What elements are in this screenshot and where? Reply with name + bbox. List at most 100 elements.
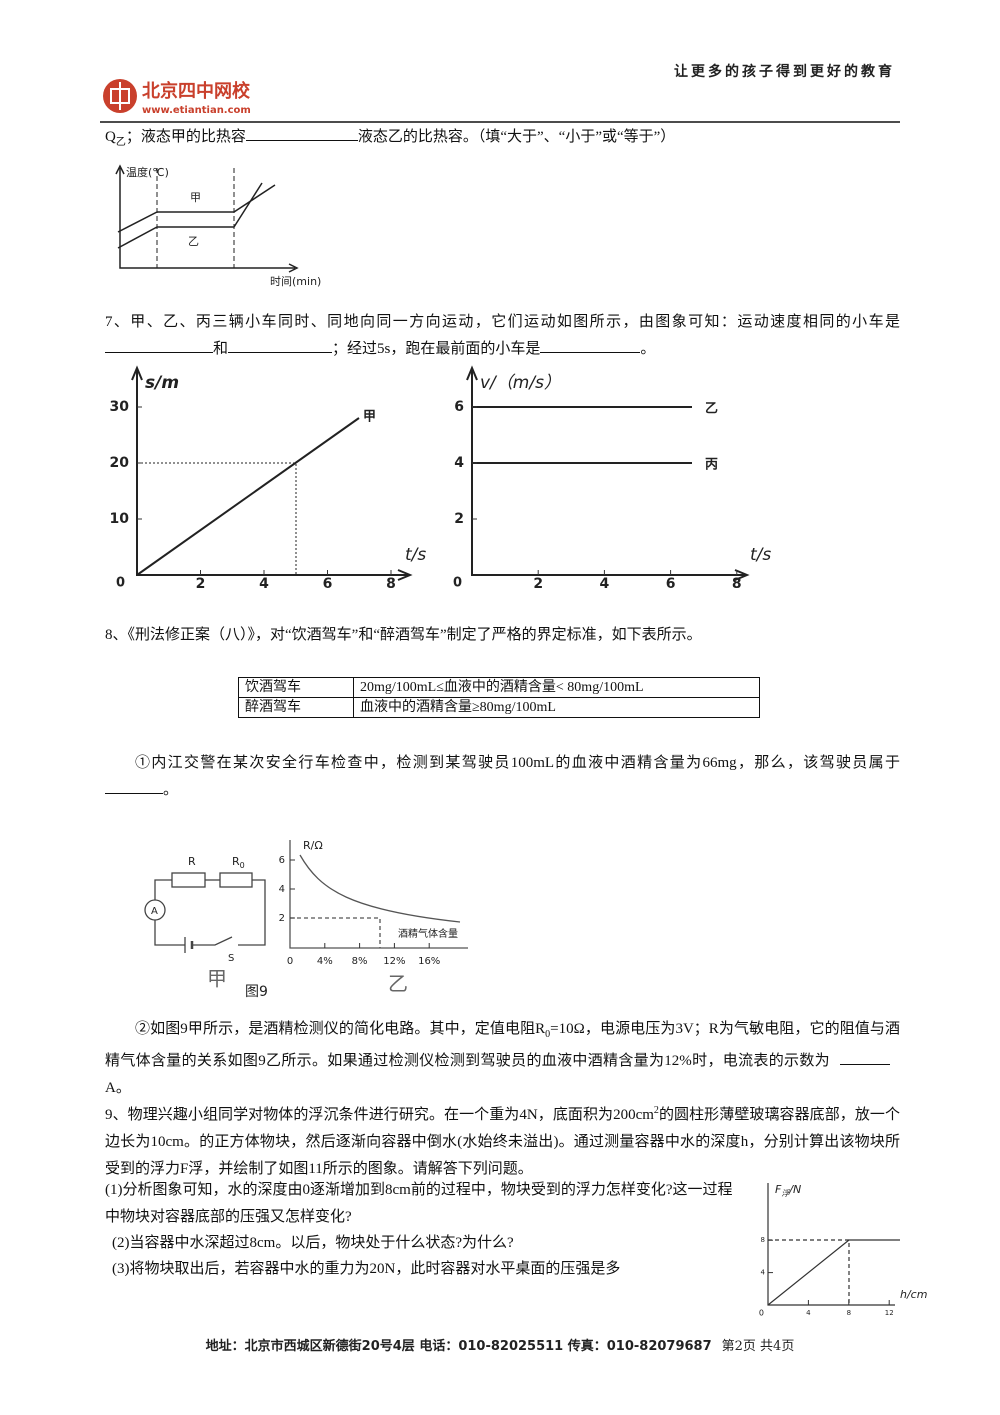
line-label: 甲 bbox=[190, 191, 201, 204]
x-tick-label: 8 bbox=[847, 1309, 851, 1317]
blank bbox=[540, 336, 641, 353]
page-number: 第2页 共4页 bbox=[722, 1339, 795, 1354]
line-label: 甲 bbox=[363, 410, 376, 425]
text: =10Ω，电源电压为3V；R为气敏电阻，它的阻值与酒精气体含量的关系如图9乙所示… bbox=[105, 1021, 900, 1069]
figure-label: 甲 bbox=[207, 967, 227, 991]
logo-url: www.etiantian.com bbox=[142, 105, 251, 116]
subscript: 乙 bbox=[115, 137, 126, 148]
text: 7、甲、乙、丙三辆小车同时、同地向同一方向运动，它们运动如图所示，由图象可知：运… bbox=[105, 314, 900, 330]
blank bbox=[840, 1048, 890, 1065]
text: 9、物理兴趣小组同学对物体的浮沉条件进行研究。在一个重为4N，底面积为200cm bbox=[105, 1107, 654, 1123]
origin-label: 0 bbox=[759, 1309, 764, 1318]
y-tick-label: 2 bbox=[454, 511, 464, 527]
y-tick-label: 4 bbox=[761, 1269, 766, 1277]
paragraph: Q乙；液态甲的比热容 液态乙的比热容。（填“大于”、“小于”或“等于”） bbox=[105, 124, 900, 156]
y-tick-label: 2 bbox=[279, 913, 285, 924]
cell: 醉酒驾车 bbox=[238, 697, 354, 718]
circuit bbox=[144, 872, 266, 953]
origin-label: 0 bbox=[287, 956, 293, 967]
question: (2)当容器中水深超过8cm。以后，物块处于什么状态?为什么? bbox=[112, 1235, 514, 1251]
x-axis-label: t/s bbox=[750, 545, 771, 565]
unit: /N bbox=[788, 1183, 801, 1196]
ammeter-label: A bbox=[151, 906, 158, 917]
y-tick-label: 10 bbox=[110, 511, 130, 527]
text: 。 bbox=[640, 341, 656, 357]
x-tick-label: 2 bbox=[533, 576, 543, 592]
x-tick-label: 12 bbox=[885, 1309, 894, 1317]
x-tick-label: 8% bbox=[352, 956, 368, 967]
subscript: 0 bbox=[545, 1029, 551, 1040]
subscript: 浮 bbox=[781, 1189, 790, 1198]
y-axis-label: v/（m/s） bbox=[480, 373, 561, 393]
figure-label: 乙 bbox=[388, 972, 408, 996]
text: A。 bbox=[105, 1080, 131, 1096]
x-tick-label: 4 bbox=[806, 1309, 811, 1317]
cell: 血液中的酒精含量≥80mg/100mL bbox=[353, 697, 760, 718]
y-tick-label: 4 bbox=[454, 455, 464, 471]
address: 地址：北京市西城区新德街20号4层 电话：010-82025511 传真：010… bbox=[206, 1338, 712, 1354]
paragraph: 7、甲、乙、丙三辆小车同时、同地向同一方向运动，它们运动如图所示，由图象可知：运… bbox=[105, 309, 900, 363]
table: 饮酒驾车 20mg/100mL≤血液中的酒精含量< 80mg/100mL 醉酒驾车… bbox=[238, 677, 760, 718]
paragraph: 9、物理兴趣小组同学对物体的浮沉条件进行研究。在一个重为4N，底面积为200cm… bbox=[105, 1097, 900, 1183]
y-axis-label: R/Ω bbox=[303, 839, 323, 852]
slogan: 让更多的孩子得到更好的教育 bbox=[674, 63, 895, 80]
cell: 饮酒驾车 bbox=[238, 677, 354, 698]
superscript: 2 bbox=[653, 1105, 659, 1116]
text: 。 bbox=[163, 782, 179, 798]
text: ；经过5s，跑在最前面的小车是 bbox=[332, 341, 541, 357]
line-label: 丙 bbox=[705, 458, 718, 473]
line-label: 乙 bbox=[188, 235, 199, 248]
annotation: 酒精气体含量 bbox=[398, 927, 458, 940]
x-tick-label: 4 bbox=[259, 576, 269, 592]
v-t-graph bbox=[466, 365, 750, 581]
caption: 图9 bbox=[245, 984, 268, 1000]
cell: 20mg/100mL≤血液中的酒精含量< 80mg/100mL bbox=[353, 677, 760, 698]
origin-label: 0 bbox=[453, 576, 462, 591]
x-axis-label: h/cm bbox=[900, 1288, 927, 1301]
text: ；液态甲的比热容 bbox=[125, 129, 246, 145]
text: Q bbox=[105, 129, 116, 145]
y-tick-label: 30 bbox=[110, 399, 130, 415]
logo-name: 北京四中网校 bbox=[142, 80, 251, 102]
resistor-label: R bbox=[188, 855, 196, 868]
subscript: 0 bbox=[240, 861, 245, 870]
blank bbox=[245, 124, 358, 141]
question: (3)将物块取出后，若容器中水的重力为20N，此时容器对水平桌面的压强是多 bbox=[112, 1261, 621, 1277]
x-axis-label: 时间(min) bbox=[270, 275, 321, 288]
text: ①内江交警在某次安全行车检查中，检测到某驾驶员100mL的血液中酒精含量为66m… bbox=[135, 755, 900, 771]
x-tick-label: 16% bbox=[418, 956, 440, 967]
resistor-label: R bbox=[232, 855, 240, 868]
paragraph: 8、《刑法修正案（八）》，对“饮酒驾车”和“醉酒驾车”制定了严格的界定标准，如下… bbox=[105, 627, 702, 643]
y-axis-label: F bbox=[775, 1183, 782, 1196]
blank bbox=[105, 777, 163, 794]
origin-label: 0 bbox=[116, 576, 125, 591]
y-tick-label: 8 bbox=[761, 1236, 765, 1244]
blank bbox=[105, 336, 213, 353]
line-label: 乙 bbox=[705, 402, 718, 417]
y-axis-label: F浮/N bbox=[775, 1183, 801, 1198]
x-tick-label: 12% bbox=[383, 956, 405, 967]
x-tick-label: 6 bbox=[666, 576, 676, 592]
x-axis-label: t/s bbox=[405, 545, 426, 565]
resistor-label: R0 bbox=[232, 855, 245, 870]
footer: 地址：北京市西城区新德街20号4层 电话：010-82025511 传真：010… bbox=[206, 1338, 795, 1354]
logo: 北京四中网校 www.etiantian.com bbox=[103, 79, 251, 116]
x-tick-label: 4% bbox=[317, 956, 333, 967]
x-tick-label: 4 bbox=[600, 576, 610, 592]
x-tick-label: 2 bbox=[196, 576, 206, 592]
resistance-graph bbox=[289, 840, 468, 949]
paragraph: ①内江交警在某次安全行车检查中，检测到某驾驶员100mL的血液中酒精含量为66m… bbox=[105, 750, 900, 804]
temperature-graph bbox=[115, 164, 299, 273]
paragraph: ②如图9甲所示，是酒精检测仪的简化电路。其中，定值电阻R0=10Ω，电源电压为3… bbox=[105, 1016, 900, 1102]
y-axis-label: 温度(℃) bbox=[126, 165, 169, 179]
question: (1)分析图象可知，水的深度由0逐渐增加到8cm前的过程中，物块受到的浮力怎样变… bbox=[105, 1182, 733, 1225]
text: 液态乙的比热容。（填“大于”、“小于”或“等于”） bbox=[357, 129, 676, 145]
text: 的圆柱形薄壁玻璃容器底部，放一个边长为10cm。的正方体物块，然后逐渐向容器中倒… bbox=[105, 1107, 900, 1177]
x-tick-label: 8 bbox=[732, 576, 742, 592]
s-t-graph bbox=[131, 365, 413, 581]
y-tick-label: 6 bbox=[279, 855, 285, 866]
y-axis-label: s/m bbox=[145, 373, 179, 393]
buoyancy-graph bbox=[767, 1183, 900, 1306]
